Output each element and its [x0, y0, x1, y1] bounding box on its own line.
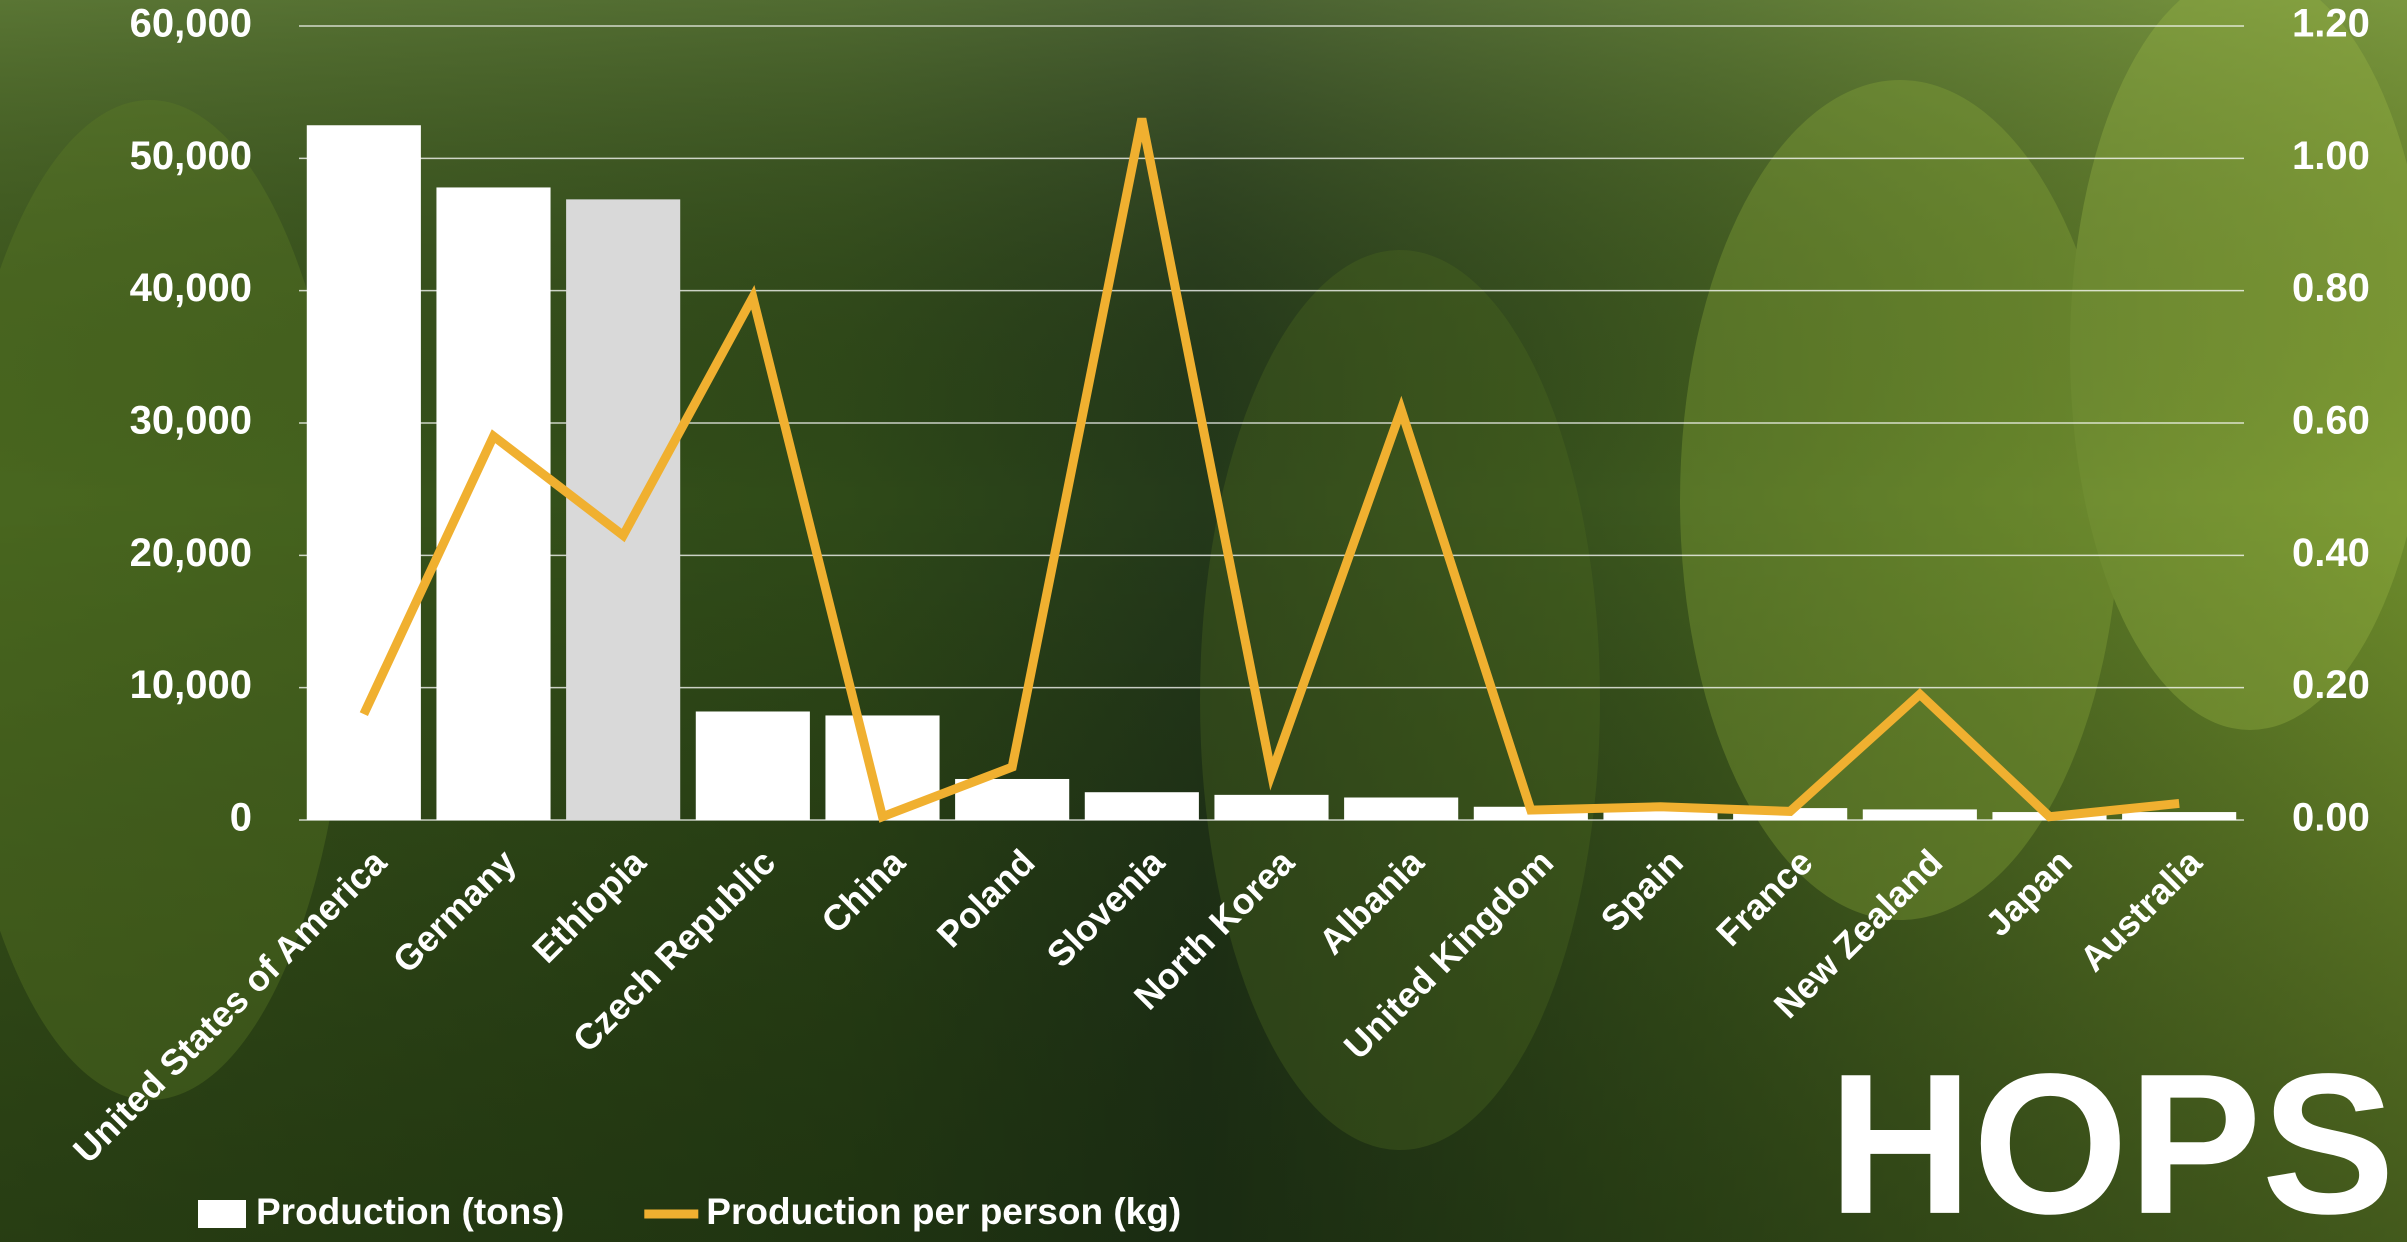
- y-tick-label: 20,000: [130, 531, 252, 575]
- y2-tick-label: 0.60: [2292, 399, 2370, 443]
- legend-swatch: [198, 1200, 246, 1228]
- bar: [1603, 810, 1718, 820]
- bar: [1344, 797, 1459, 820]
- y-tick-label: 50,000: [130, 134, 252, 178]
- y-tick-label: 40,000: [130, 266, 252, 310]
- legend-label: Production (tons): [256, 1191, 564, 1232]
- y2-tick-label: 1.00: [2292, 134, 2370, 178]
- bar: [1084, 792, 1199, 820]
- y-tick-label: 10,000: [130, 663, 252, 707]
- bar: [306, 125, 421, 820]
- y-tick-label: 60,000: [130, 2, 252, 46]
- y2-tick-label: 0.80: [2292, 266, 2370, 310]
- y-tick-label: 0: [230, 796, 252, 840]
- legend-label: Production per person (kg): [706, 1191, 1181, 1232]
- bar: [436, 187, 551, 821]
- y2-tick-label: 1.20: [2292, 2, 2370, 46]
- y2-tick-label: 0.40: [2292, 531, 2370, 575]
- bar: [695, 711, 810, 820]
- y-tick-label: 30,000: [130, 399, 252, 443]
- line: [359, 117, 2180, 823]
- bar: [2122, 812, 2237, 820]
- y2-tick-label: 0.20: [2292, 663, 2370, 707]
- bar: [1214, 794, 1329, 820]
- bar: [1862, 809, 1977, 820]
- y2-tick-label: 0.00: [2292, 796, 2370, 840]
- annotation: HOPS: [1828, 1033, 2395, 1242]
